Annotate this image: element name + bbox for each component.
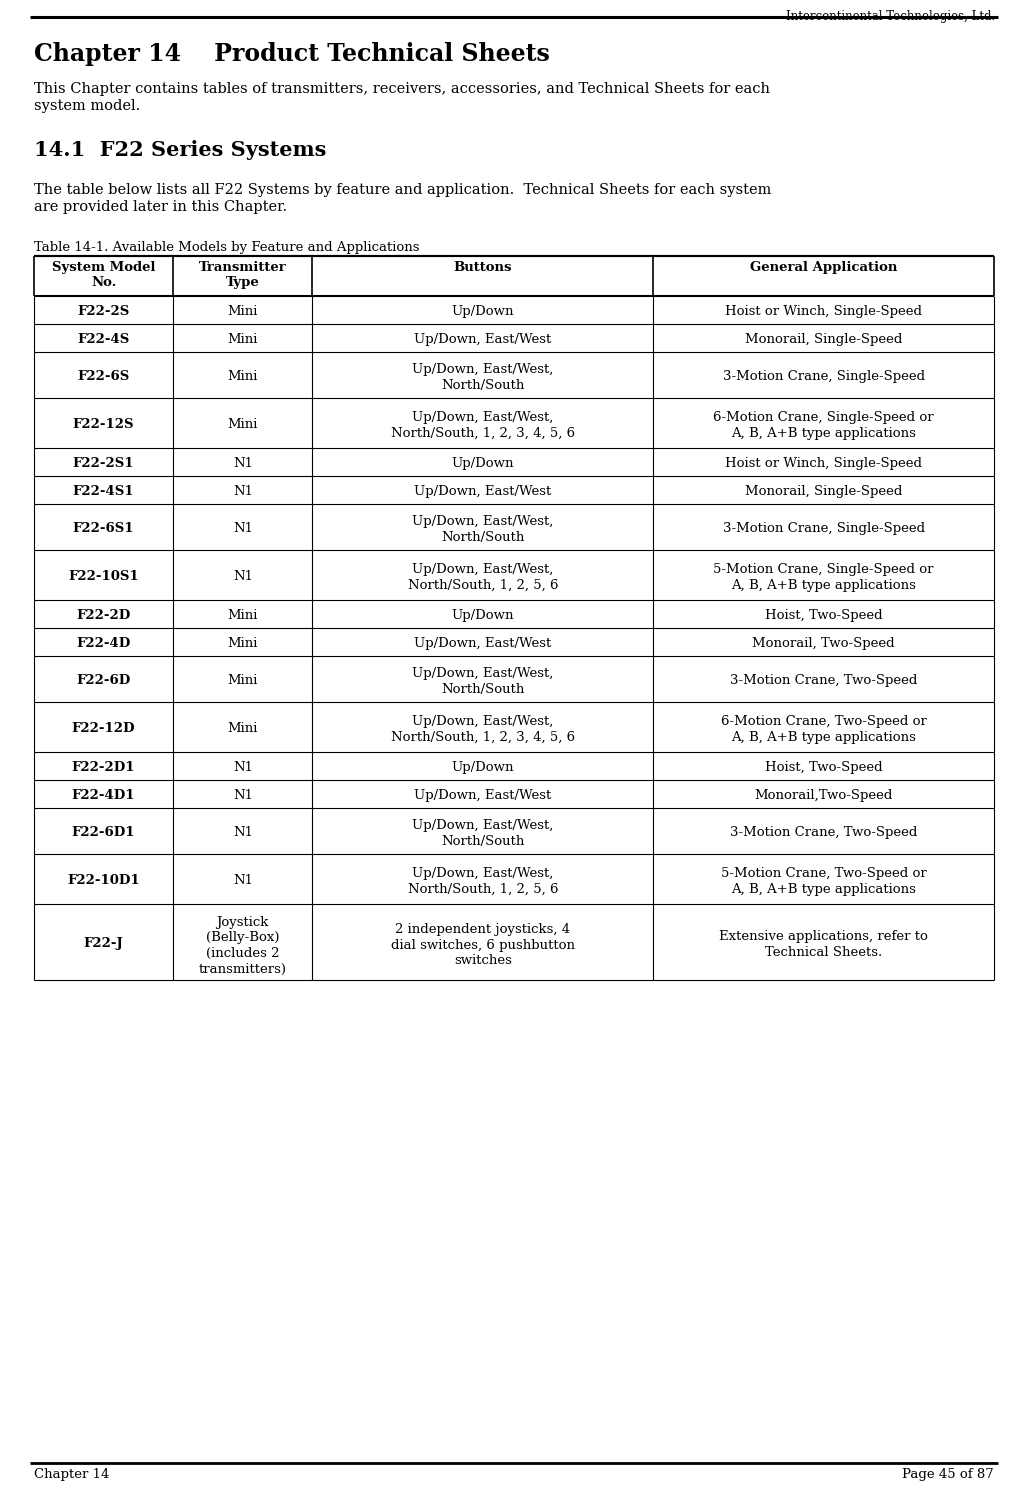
Text: Mini: Mini: [227, 305, 258, 318]
Text: Monorail, Two-Speed: Monorail, Two-Speed: [752, 637, 895, 650]
Text: Up/Down: Up/Down: [451, 761, 514, 774]
Text: Extensive applications, refer to
Technical Sheets.: Extensive applications, refer to Technic…: [720, 930, 928, 958]
Text: Mini: Mini: [227, 419, 258, 431]
Text: F22-6D: F22-6D: [76, 674, 131, 688]
Text: 5-Motion Crane, Single-Speed or
A, B, A+B type applications: 5-Motion Crane, Single-Speed or A, B, A+…: [713, 564, 933, 592]
Text: F22-2S1: F22-2S1: [73, 457, 135, 469]
Text: Transmitter
Type: Transmitter Type: [199, 262, 287, 289]
Text: N1: N1: [232, 875, 253, 887]
Text: N1: N1: [232, 457, 253, 469]
Text: General Application: General Application: [749, 262, 897, 274]
Text: Mini: Mini: [227, 637, 258, 650]
Text: The table below lists all F22 Systems by feature and application.  Technical She: The table below lists all F22 Systems by…: [34, 182, 771, 214]
Text: Hoist or Winch, Single-Speed: Hoist or Winch, Single-Speed: [725, 457, 922, 469]
Text: Table 14-1. Available Models by Feature and Applications: Table 14-1. Available Models by Feature …: [34, 241, 419, 254]
Text: Up/Down, East/West,
North/South, 1, 2, 5, 6: Up/Down, East/West, North/South, 1, 2, 5…: [407, 867, 558, 896]
Text: Up/Down, East/West: Up/Down, East/West: [414, 789, 551, 801]
Text: Mini: Mini: [227, 608, 258, 622]
Text: F22-4S: F22-4S: [77, 333, 130, 345]
Text: N1: N1: [232, 789, 253, 801]
Text: Monorail,Two-Speed: Monorail,Two-Speed: [755, 789, 892, 801]
Text: N1: N1: [232, 522, 253, 535]
Text: F22-2D1: F22-2D1: [72, 761, 136, 774]
Text: F22-6S1: F22-6S1: [73, 522, 135, 535]
Text: 3-Motion Crane, Single-Speed: 3-Motion Crane, Single-Speed: [723, 522, 924, 535]
Text: F22-6S: F22-6S: [77, 369, 130, 383]
Text: 5-Motion Crane, Two-Speed or
A, B, A+B type applications: 5-Motion Crane, Two-Speed or A, B, A+B t…: [721, 867, 926, 896]
Text: F22-J: F22-J: [83, 937, 123, 949]
Text: Up/Down, East/West,
North/South, 1, 2, 5, 6: Up/Down, East/West, North/South, 1, 2, 5…: [407, 564, 558, 592]
Text: F22-2S: F22-2S: [77, 305, 130, 318]
Text: 2 independent joysticks, 4
dial switches, 6 pushbutton
switches: 2 independent joysticks, 4 dial switches…: [391, 922, 575, 967]
Text: Intercontinental Technologies, Ltd.: Intercontinental Technologies, Ltd.: [785, 10, 995, 22]
Text: Monorail, Single-Speed: Monorail, Single-Speed: [745, 333, 903, 345]
Text: F22-12D: F22-12D: [72, 722, 136, 736]
Text: Up/Down, East/West,
North/South, 1, 2, 3, 4, 5, 6: Up/Down, East/West, North/South, 1, 2, 3…: [391, 411, 575, 440]
Text: N1: N1: [232, 484, 253, 498]
Text: Mini: Mini: [227, 333, 258, 345]
Text: Up/Down, East/West,
North/South, 1, 2, 3, 4, 5, 6: Up/Down, East/West, North/South, 1, 2, 3…: [391, 715, 575, 743]
Text: Chapter 14: Chapter 14: [34, 1468, 109, 1482]
Text: Mini: Mini: [227, 722, 258, 736]
Text: Monorail, Single-Speed: Monorail, Single-Speed: [745, 484, 903, 498]
Text: F22-6D1: F22-6D1: [72, 827, 136, 839]
Text: F22-10D1: F22-10D1: [67, 875, 140, 887]
Text: F22-4D: F22-4D: [76, 637, 131, 650]
Text: Buttons: Buttons: [453, 262, 512, 274]
Text: Up/Down, East/West,
North/South: Up/Down, East/West, North/South: [412, 819, 553, 848]
Text: Mini: Mini: [227, 369, 258, 383]
Text: F22-4D1: F22-4D1: [72, 789, 136, 801]
Text: Up/Down, East/West: Up/Down, East/West: [414, 484, 551, 498]
Text: F22-12S: F22-12S: [73, 419, 135, 431]
Text: Hoist, Two-Speed: Hoist, Two-Speed: [765, 608, 882, 622]
Text: N1: N1: [232, 761, 253, 774]
Text: Up/Down, East/West,
North/South: Up/Down, East/West, North/South: [412, 514, 553, 544]
Text: Mini: Mini: [227, 674, 258, 688]
Text: N1: N1: [232, 570, 253, 583]
Text: 3-Motion Crane, Two-Speed: 3-Motion Crane, Two-Speed: [730, 827, 917, 839]
Text: Up/Down: Up/Down: [451, 305, 514, 318]
Text: F22-4S1: F22-4S1: [73, 484, 135, 498]
Text: N1: N1: [232, 827, 253, 839]
Text: 14.1  F22 Series Systems: 14.1 F22 Series Systems: [34, 141, 326, 160]
Text: Up/Down, East/West: Up/Down, East/West: [414, 333, 551, 345]
Text: System Model
No.: System Model No.: [51, 262, 155, 289]
Text: Joystick
(Belly-Box)
(includes 2
transmitters): Joystick (Belly-Box) (includes 2 transmi…: [198, 916, 287, 976]
Text: This Chapter contains tables of transmitters, receivers, accessories, and Techni: This Chapter contains tables of transmit…: [34, 82, 770, 114]
Text: Up/Down, East/West,
North/South: Up/Down, East/West, North/South: [412, 363, 553, 392]
Text: Chapter 14    Product Technical Sheets: Chapter 14 Product Technical Sheets: [34, 42, 550, 66]
Text: Hoist or Winch, Single-Speed: Hoist or Winch, Single-Speed: [725, 305, 922, 318]
Text: 3-Motion Crane, Two-Speed: 3-Motion Crane, Two-Speed: [730, 674, 917, 688]
Text: Page 45 of 87: Page 45 of 87: [903, 1468, 994, 1482]
Text: Up/Down, East/West,
North/South: Up/Down, East/West, North/South: [412, 667, 553, 695]
Text: F22-2D: F22-2D: [76, 608, 131, 622]
Text: Up/Down, East/West: Up/Down, East/West: [414, 637, 551, 650]
Text: Up/Down: Up/Down: [451, 457, 514, 469]
Text: 6-Motion Crane, Two-Speed or
A, B, A+B type applications: 6-Motion Crane, Two-Speed or A, B, A+B t…: [721, 715, 926, 743]
Text: F22-10S1: F22-10S1: [68, 570, 139, 583]
Text: 6-Motion Crane, Single-Speed or
A, B, A+B type applications: 6-Motion Crane, Single-Speed or A, B, A+…: [713, 411, 933, 440]
Text: Hoist, Two-Speed: Hoist, Two-Speed: [765, 761, 882, 774]
Text: Up/Down: Up/Down: [451, 608, 514, 622]
Text: 3-Motion Crane, Single-Speed: 3-Motion Crane, Single-Speed: [723, 369, 924, 383]
